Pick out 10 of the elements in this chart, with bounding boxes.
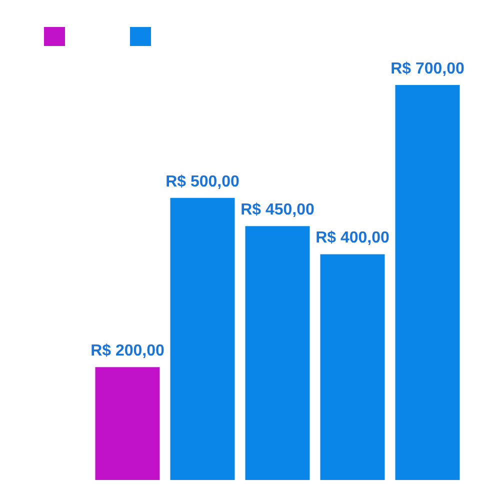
data-label: R$ 500,00	[166, 173, 240, 190]
data-label: R$ 200,00	[90, 342, 165, 360]
bar	[320, 254, 385, 480]
data-label: R$ 700,00	[390, 60, 465, 78]
data-label: R$ 400,00	[316, 230, 390, 247]
bar	[95, 367, 160, 480]
bar	[395, 85, 460, 480]
bar	[170, 198, 235, 480]
bar	[245, 226, 310, 480]
data-label: R$ 450,00	[240, 201, 315, 218]
